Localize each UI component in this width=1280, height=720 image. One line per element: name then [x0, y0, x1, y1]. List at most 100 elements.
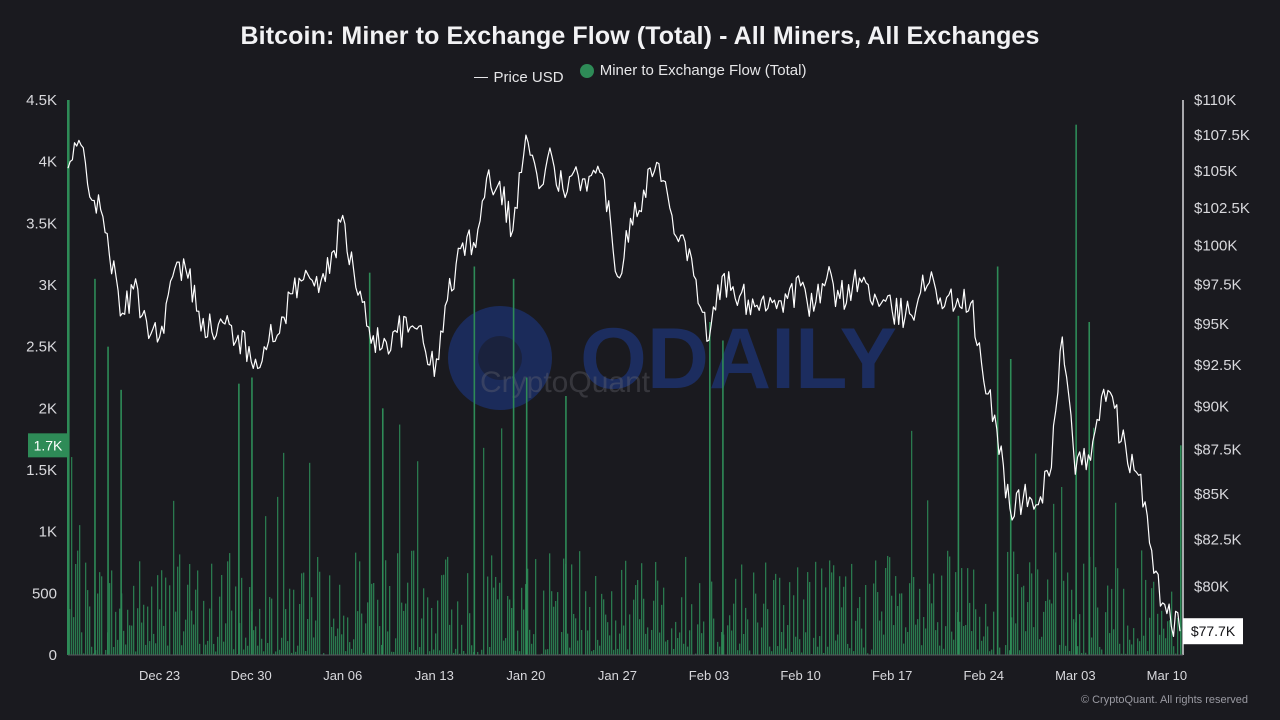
flow-bar	[499, 582, 501, 655]
flow-bar	[347, 617, 349, 655]
flow-bar	[1175, 653, 1177, 655]
flow-bar	[731, 630, 733, 655]
flow-bar	[83, 653, 85, 655]
flow-bar	[161, 570, 163, 655]
x-tick-label: Feb 10	[780, 668, 820, 683]
flow-bar-spike	[473, 266, 476, 655]
flow-bar	[935, 630, 937, 655]
flow-bar	[1115, 502, 1117, 655]
flow-bar	[219, 596, 221, 655]
flow-bar	[867, 653, 869, 655]
y-right-tick-label: $97.5K	[1194, 276, 1242, 293]
flow-bar	[791, 651, 793, 655]
y-right-tick-label: $90K	[1194, 399, 1229, 416]
flow-bar	[93, 653, 95, 655]
y-right-tick-label: $80K	[1194, 579, 1229, 596]
flow-bar	[435, 633, 437, 655]
flow-bar	[999, 647, 1001, 655]
legend-item-flow[interactable]: Miner to Exchange Flow (Total)	[579, 62, 807, 79]
legend-label-flow: Miner to Exchange Flow (Total)	[599, 62, 807, 79]
flow-bar	[805, 632, 807, 655]
flow-bar	[543, 590, 545, 655]
flow-bar	[309, 462, 311, 655]
flow-bar	[633, 599, 635, 655]
y-left-tick-label: 2K	[39, 400, 57, 417]
flow-bar	[919, 588, 921, 655]
flow-bar	[889, 557, 891, 655]
flow-bar	[295, 651, 297, 655]
flow-bar	[133, 585, 135, 655]
flow-bar	[1123, 588, 1125, 655]
flow-bar	[965, 624, 967, 655]
flow-bar	[451, 609, 453, 655]
flow-bar	[641, 563, 643, 655]
flow-bar	[771, 651, 773, 655]
flow-bar	[831, 572, 833, 655]
flow-bar	[849, 648, 851, 655]
flow-bar	[329, 575, 331, 655]
flow-bar	[635, 585, 637, 655]
flow-bar	[313, 637, 315, 655]
flow-bar	[419, 647, 421, 655]
flow-bar	[1111, 588, 1113, 655]
flow-bar	[477, 651, 479, 655]
flow-bar	[211, 563, 213, 655]
flow-bar	[1077, 646, 1079, 655]
flow-bar	[181, 645, 183, 655]
flow-bar	[547, 649, 549, 655]
flow-bar	[905, 627, 907, 655]
flow-bar	[1097, 607, 1099, 655]
flow-bar	[1053, 503, 1055, 655]
flow-bar-spike	[512, 278, 515, 655]
flow-bar	[991, 649, 993, 655]
flow-bar	[85, 562, 87, 655]
flow-bar	[1151, 588, 1153, 655]
flow-bar	[887, 555, 889, 655]
y-left-tick-label: 3.5K	[26, 215, 57, 232]
flow-bar	[1037, 569, 1039, 655]
flow-bar	[151, 586, 153, 655]
flow-bar	[743, 634, 745, 655]
flow-bar	[803, 599, 805, 655]
flow-bar	[433, 649, 435, 655]
flow-bar	[395, 638, 397, 655]
flow-bar	[285, 609, 287, 655]
flow-bar	[183, 631, 185, 655]
flow-bar	[605, 614, 607, 655]
flow-bar	[445, 559, 447, 655]
flow-bar	[943, 648, 945, 655]
flow-bar	[895, 576, 897, 655]
flow-bar	[441, 575, 443, 655]
flow-bar	[613, 649, 615, 655]
flow-bar	[769, 646, 771, 655]
flow-bar	[1027, 602, 1029, 655]
flow-bar	[1141, 550, 1143, 655]
flow-bar	[467, 573, 469, 655]
flow-bar	[659, 632, 661, 655]
flow-bar	[469, 613, 471, 655]
flow-bar	[363, 652, 365, 655]
flow-bar	[891, 595, 893, 655]
flow-bar	[677, 638, 679, 655]
flow-bar	[125, 644, 127, 655]
legend-item-price[interactable]: Price USD	[473, 69, 564, 86]
flow-bar	[229, 553, 231, 655]
flow-bar	[777, 646, 779, 655]
flow-bar	[345, 651, 347, 655]
flow-bar	[401, 602, 403, 655]
flow-bar	[159, 609, 161, 655]
flow-bar	[421, 618, 423, 655]
flow-bar	[339, 584, 341, 655]
flow-bar	[761, 627, 763, 655]
flow-bar	[591, 651, 593, 655]
flow-bar	[533, 634, 535, 655]
flow-bar	[323, 653, 325, 655]
flow-bar	[685, 556, 687, 655]
flow-bar	[835, 640, 837, 655]
flow-bar	[145, 644, 147, 655]
flow-bar	[719, 646, 721, 655]
flow-bar	[1079, 614, 1081, 655]
flow-bar	[817, 646, 819, 655]
y-right-tick-label: $110K	[1194, 92, 1236, 109]
flow-bar	[357, 611, 359, 655]
